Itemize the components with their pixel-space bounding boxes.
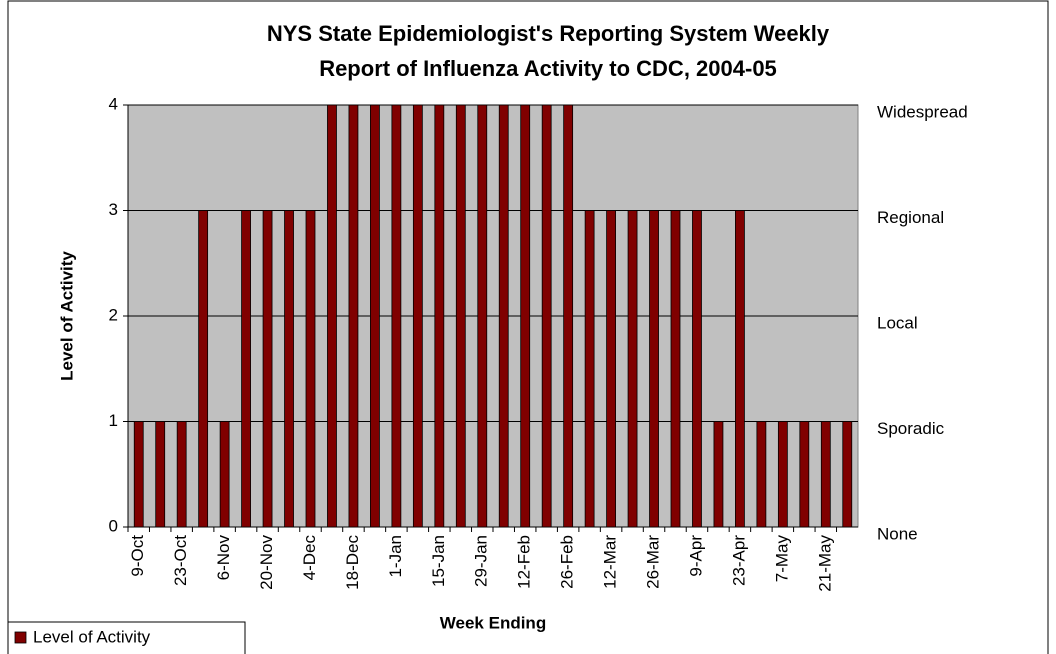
x-tick-label: 9-Apr [686,535,705,577]
y-tick-label: 0 [109,516,118,535]
bar [219,421,230,528]
bar [262,210,273,528]
y-tick-label: 2 [109,305,118,324]
bar [692,210,702,528]
chart-title: Report of Influenza Activity to CDC, 200… [319,56,777,81]
bar [133,421,144,528]
bar [370,104,380,528]
x-tick-label: 15-Jan [429,535,448,587]
bar [820,421,831,528]
y-tick-label: 4 [109,94,118,113]
bar [477,104,488,528]
bar [284,210,294,528]
x-tick-label: 6-Nov [214,535,233,581]
x-tick-label: 1-Jan [386,535,405,578]
bar [498,104,509,528]
x-tick-label: 12-Mar [601,535,620,589]
y2-tick-label: None [877,524,918,543]
bar [799,421,810,528]
x-tick-label: 12-Feb [515,535,534,589]
bar [327,104,337,528]
bar [777,421,788,528]
y2-tick-label: Regional [877,208,944,227]
y2-tick-label: Sporadic [877,419,945,438]
bar [176,421,187,528]
x-tick-label: 23-Apr [729,535,748,586]
bar [198,210,209,528]
bar [756,421,767,528]
bar [241,210,251,528]
x-tick-label: 20-Nov [257,535,276,590]
x-tick-label: 7-May [772,535,791,583]
chart-title: NYS State Epidemiologist's Reporting Sys… [267,21,830,46]
y2-tick-label: Local [877,313,918,332]
bar [670,210,681,528]
x-tick-label: 23-Oct [171,535,190,586]
x-tick-label: 29-Jan [472,535,491,587]
bar [520,104,531,528]
x-tick-label: 4-Dec [300,535,319,581]
legend-box [7,621,246,654]
legend-swatch [14,631,27,644]
x-tick-label: 21-May [815,535,834,592]
bar [541,104,552,528]
legend-label: Level of Activity [33,627,151,646]
x-tick-label: 18-Dec [343,535,362,590]
bar [412,104,423,528]
x-tick-label: 26-Feb [558,535,577,589]
x-tick-label: 9-Oct [128,535,147,577]
bar [391,104,402,528]
bar [713,421,724,528]
bar [155,421,166,528]
bar [584,210,595,528]
y-tick-label: 3 [109,200,118,219]
bar [563,104,574,528]
y-axis-title: Level of Activity [57,251,76,381]
bar [627,210,638,528]
y2-tick-label: Widespread [877,102,968,121]
bar [455,104,466,528]
y-tick-label: 1 [109,411,118,430]
x-axis-title: Week Ending [440,613,546,632]
bar [434,104,445,528]
x-tick-label: 26-Mar [644,535,663,589]
bar [348,104,359,528]
bar [842,421,853,528]
bar [606,210,616,528]
bar [649,210,659,528]
bar [305,210,316,528]
bar [735,210,745,528]
